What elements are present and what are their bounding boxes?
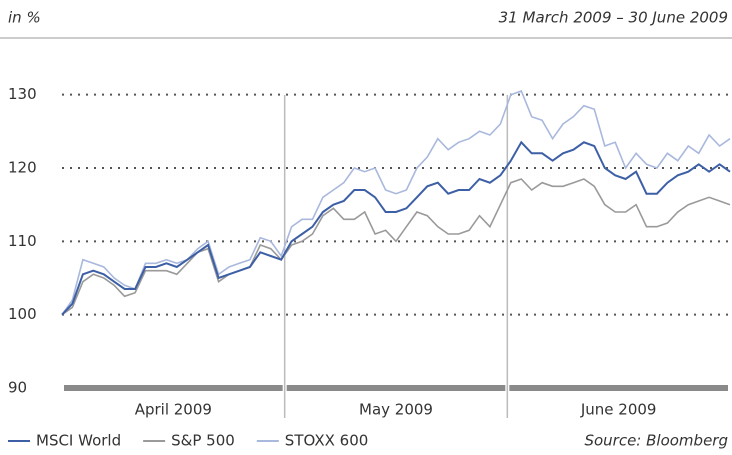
unit-label: in % [8,9,41,27]
y-tick-label: 110 [8,232,37,250]
period: 31 March 2009 – 30 June 2009 [499,9,728,27]
series-line [61,140,731,316]
x-tick-label: April 2009 [135,401,212,419]
legend-label: MSCI World [36,432,121,450]
y-tick-label: 120 [8,159,37,177]
x-tick-label: June 2009 [580,401,657,419]
legend-label: STOXX 600 [285,432,368,450]
series-line [61,178,731,316]
month-band [64,385,283,391]
series-line [61,89,731,316]
legend-label: S&P 500 [171,432,235,450]
y-tick-label: 130 [8,85,37,103]
month-band [286,385,506,391]
y-tick-label: 90 [8,379,27,397]
y-tick-label: 100 [8,305,37,323]
month-band [509,385,728,391]
source: Source: Bloomberg [584,432,728,450]
x-tick-label: May 2009 [359,401,433,419]
